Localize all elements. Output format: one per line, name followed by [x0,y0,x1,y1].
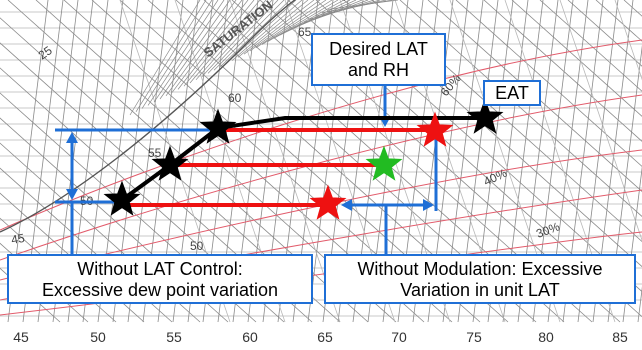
dew-point-arrow-head-up [66,132,78,143]
saturation-hatch-line [129,0,201,116]
saturation-hatch-line [267,0,339,42]
wet-bulb-gridline [539,0,642,92]
specific-volume-gridline [559,0,642,242]
saturation-hatch-line [237,0,309,58]
saturation-hatch-line [189,0,261,84]
saturation-hatch-line [195,0,267,81]
specific-volume-gridline [229,0,341,323]
saturation-hatch-line [231,0,303,61]
saturation-hatch-line [177,0,249,90]
saturation-hatch-line [261,0,333,45]
excess-lat-star [309,184,347,220]
x-tick-label: 50 [90,329,106,345]
saturation-hatch-line [141,0,213,109]
saturation-hatch-line [315,0,387,17]
eat-callout: EAT [483,80,541,106]
curve-label: 55 [148,146,162,160]
desired-callout-line2: and RH [347,60,410,80]
state-point-stars [103,98,504,220]
process-star [199,108,237,144]
dew-point-arrow-head-down [66,189,78,200]
saturation-hatch-line [135,0,207,112]
process-lines [120,116,485,207]
eat-callout-line1: EAT [495,83,529,103]
wet-bulb-gridline [483,0,642,142]
wet-bulb-gridline [567,0,642,67]
desired-lat-rh-callout: Desired LAT and RH [311,33,446,86]
without-lat-control-callout: Without LAT Control: Excessive dew point… [7,254,313,304]
x-tick-label: 65 [317,329,333,345]
curve-label: 45 [10,231,26,247]
specific-volume-gridline [614,0,642,81]
without-lat-callout-line2: Excessive dew point variation [41,280,279,300]
x-tick-label: 70 [391,329,407,345]
wet-bulb-gridline [399,0,642,217]
wet-bulb-gridline [427,0,642,192]
x-tick-label: 80 [538,329,554,345]
saturation-hatch-line [171,0,243,93]
saturation-hatch-line [153,0,225,103]
relative-humidity-curve [0,94,642,261]
dry-bulb-gridline [637,286,642,323]
wet-bulb-gridline [455,0,642,167]
without-mod-callout-line2: Variation in unit LAT [400,280,560,300]
desired-callout-line1: Desired LAT [329,39,428,59]
without-lat-callout-line1: Without LAT Control: [77,259,243,279]
process-star [151,145,189,181]
saturation-curve [0,0,345,233]
curve-label: 65 [298,25,312,39]
saturation-hatch-line [147,0,219,106]
saturation-hatch-line [249,0,321,52]
without-modulation-callout: Without Modulation: Excessive Variation … [324,254,636,304]
x-tick-label: 45 [13,329,29,345]
saturation-hatch-line [219,0,291,68]
saturation-hatch-line [243,0,315,55]
saturation-hatch-line [159,0,231,100]
x-tick-label: 60 [242,329,258,345]
saturation-hatch-line [183,0,255,87]
desired-lat-rh-star [365,145,403,181]
eat-star [466,98,504,134]
saturation-hatch-line [255,0,327,49]
curve-label: 50 [190,239,204,253]
saturation-hatch-line [327,0,399,10]
lat-variation-arrow-right [423,199,434,211]
saturation-hatch-line [207,0,279,74]
without-mod-callout-line1: Without Modulation: Excessive [357,259,603,279]
saturation-hatch-line [201,0,273,77]
curve-label: 60 [228,91,242,105]
lat-variation-arrow-left [341,199,352,211]
excess-lat-star [416,111,454,147]
process-star [103,180,141,216]
x-tick-label: 75 [466,329,482,345]
wet-bulb-gridline [511,0,642,117]
curve-label: 25 [36,43,55,62]
x-tick-label: 55 [166,329,182,345]
curve-label: 30% [534,219,562,240]
saturation-hatch-line [213,0,285,71]
saturation-hatch-line [165,0,237,97]
x-tick-label: 85 [612,329,628,345]
